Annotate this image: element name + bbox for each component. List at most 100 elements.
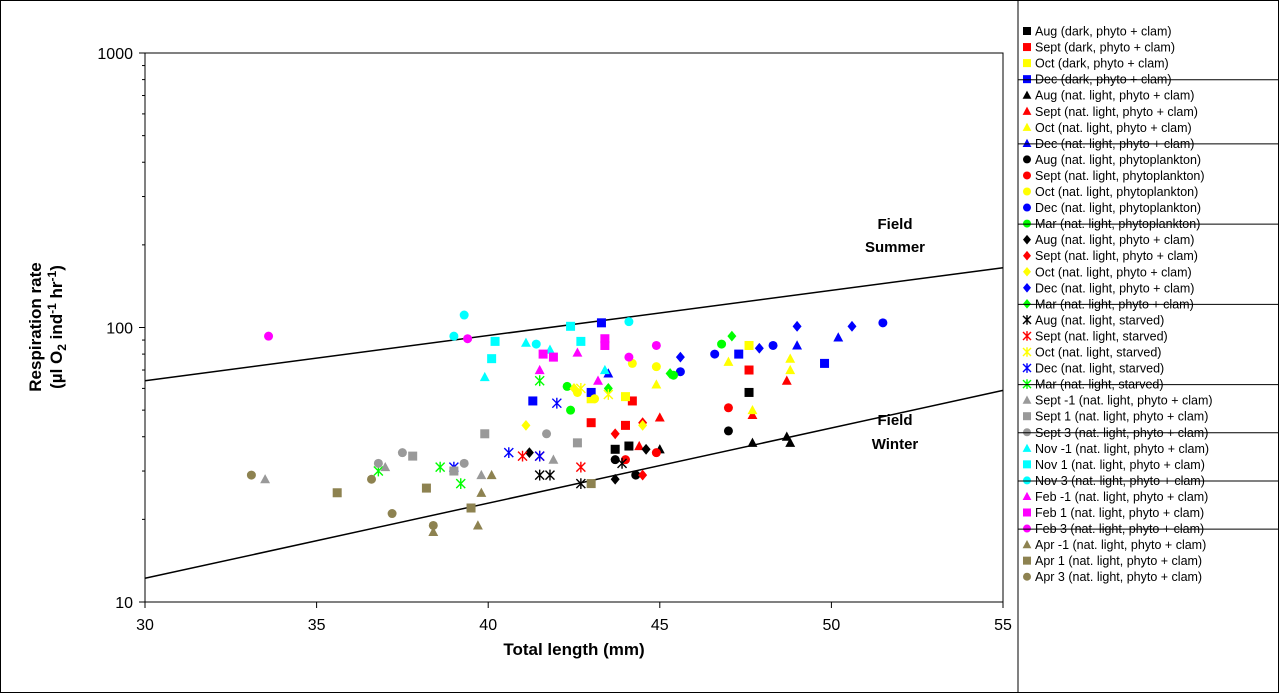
data-point [408, 451, 418, 461]
data-point [575, 382, 586, 394]
legend-entry-label: Oct (dark, phyto + clam) [1035, 57, 1169, 71]
data-point [476, 487, 487, 497]
data-point [624, 352, 634, 362]
data-point [747, 404, 758, 415]
data-point [603, 389, 614, 400]
data-point [566, 405, 576, 415]
legend-entry-label: Sept (nat. light, phyto + clam) [1035, 105, 1198, 119]
ylabel-mid2: hr [47, 281, 66, 303]
data-point [638, 419, 648, 431]
data-point [521, 419, 531, 431]
data-point [593, 375, 603, 385]
legend-marker [1023, 155, 1031, 164]
legend-entry-label: Aug (nat. light, phytoplankton) [1035, 153, 1201, 167]
legend: Aug (dark, phyto + clam) Sept (dark, phyt… [1017, 0, 1279, 693]
reference-lines [144, 267, 1004, 580]
data-point [487, 354, 497, 364]
data-point [575, 461, 586, 473]
y-axis-title: Respiration rate (µl O2 ind-1 hr-1) [26, 262, 69, 391]
legend-marker [1023, 412, 1031, 421]
data-point [551, 397, 562, 409]
data-point [479, 371, 490, 382]
legend-marker [1023, 171, 1031, 180]
data-point [710, 349, 720, 359]
legend-entry-label: Oct (nat. light, phytoplankton) [1035, 185, 1198, 199]
data-point [548, 352, 558, 362]
legend-entry-label: Nov 1 (nat. light, phyto + clam) [1035, 458, 1205, 472]
data-point [610, 428, 620, 440]
data-point [459, 458, 469, 468]
legend-entry-label: Sept (nat. light, phyto + clam) [1035, 249, 1198, 263]
data-point [466, 503, 476, 513]
legend-marker [1023, 219, 1031, 228]
data-point [548, 454, 559, 464]
legend-marker [1022, 395, 1032, 404]
data-point [260, 474, 271, 484]
data-point [654, 412, 665, 422]
legend-entry-label: Apr -1 (nat. light, phyto + clam) [1035, 538, 1206, 552]
x-tick-label: 45 [651, 617, 669, 634]
data-point [428, 520, 438, 530]
legend-entry-label: Aug (nat. light, phyto + clam) [1035, 89, 1194, 103]
data-point [675, 351, 685, 363]
data-point [627, 396, 637, 406]
legend-marker [1023, 203, 1031, 212]
data-point [833, 332, 844, 342]
data-point [744, 340, 754, 350]
legend-entry-label: Feb 1 (nat. light, phyto + clam) [1035, 506, 1204, 520]
x-tick-label: 55 [994, 617, 1012, 634]
legend-marker [1023, 75, 1031, 84]
data-point [785, 353, 796, 363]
data-point [562, 381, 572, 391]
legend-marker [1023, 508, 1031, 517]
data-point [651, 448, 661, 458]
legend-marker [1023, 572, 1031, 581]
data-point [503, 447, 514, 459]
data-point [586, 387, 596, 397]
legend-marker [1023, 299, 1031, 309]
data-point [455, 478, 466, 489]
data-point [744, 365, 754, 375]
data-point [785, 364, 796, 375]
data-point [332, 488, 342, 498]
data-point [542, 429, 552, 439]
data-point [521, 337, 531, 347]
data-point [576, 336, 586, 346]
data-point [747, 409, 758, 420]
data-point [572, 438, 582, 448]
legend-marker [1022, 331, 1032, 341]
data-point [575, 478, 586, 489]
x-tick-label: 30 [136, 617, 154, 634]
legend-marker [1023, 266, 1031, 277]
legend-entry-label: Apr 3 (nat. light, phyto + clam) [1035, 570, 1202, 584]
ylabel-sup1: -1 [45, 303, 59, 314]
legend-marker [1022, 347, 1032, 357]
legend-entry-label: Aug (dark, phyto + clam) [1035, 25, 1172, 39]
data-point [246, 470, 256, 480]
data-point [534, 450, 545, 462]
field-winter-line [144, 389, 1004, 580]
field-winter-label-line1: Field [877, 412, 912, 429]
data-point [747, 437, 758, 447]
legend-marker [1023, 59, 1031, 68]
data-point [723, 403, 733, 413]
legend-marker [1023, 556, 1031, 565]
data-point [641, 443, 651, 455]
data-point [675, 367, 685, 377]
legend-marker [1023, 250, 1031, 261]
legend-marker [1022, 443, 1032, 452]
data-point [781, 431, 792, 441]
data-point [665, 368, 675, 379]
legend-marker [1022, 540, 1032, 549]
legend-entry-label: Sept (nat. light, starved) [1035, 329, 1168, 343]
y-tick-label: 10 [115, 595, 133, 612]
data-point [754, 342, 764, 354]
ylabel-mid: ind [47, 314, 66, 344]
data-point [610, 455, 620, 465]
ylabel-sup2: -1 [45, 270, 59, 281]
data-point [538, 349, 548, 359]
data-point [459, 310, 469, 320]
data-point [792, 340, 803, 350]
data-point [723, 356, 734, 366]
data-point [586, 479, 596, 489]
